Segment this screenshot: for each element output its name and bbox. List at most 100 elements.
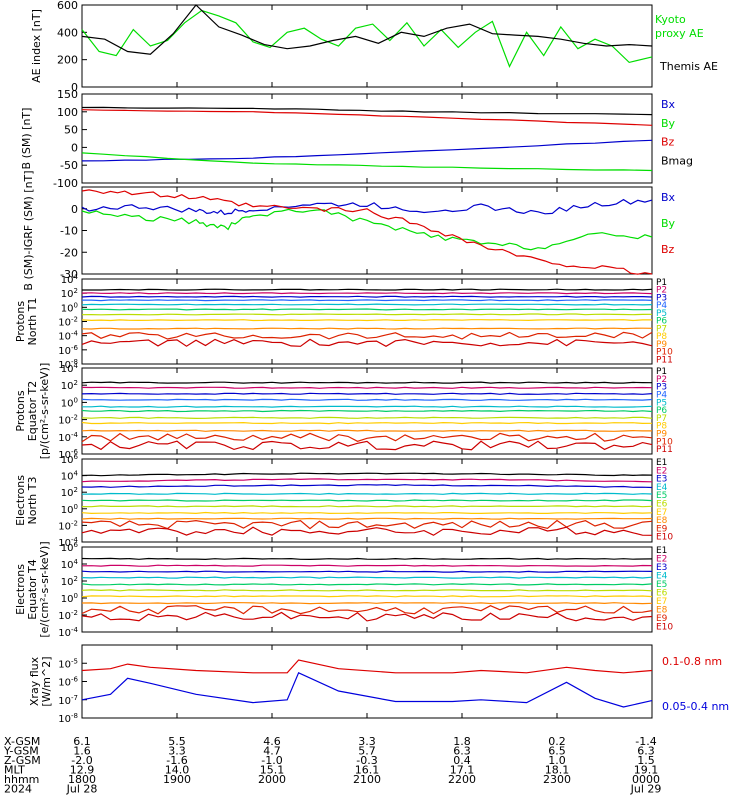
flux-line-e6-6	[81, 589, 653, 592]
orbit-value: 14.0	[165, 764, 190, 777]
orbit-value: 6.5	[548, 745, 566, 758]
y-tick-label-xray: 10-7	[58, 694, 78, 707]
flux-line-e5-5	[81, 499, 653, 502]
xray-line-0	[81, 659, 653, 674]
flux-line-p9-3	[81, 327, 653, 330]
panel-frame-1	[81, 4, 653, 88]
orbit-row-label: MLT	[4, 764, 25, 777]
flux-line-e1-6	[81, 557, 653, 561]
series-line-bmag-1	[81, 106, 653, 116]
legend-p1-3: P1	[656, 278, 667, 288]
series-line-bz-1	[81, 109, 653, 126]
flux-line-p10-4	[81, 432, 653, 443]
orbit-value: 6.3	[453, 745, 471, 758]
y-tick-label-flux6: 104	[61, 558, 79, 571]
flux-line-p1-3	[82, 288, 653, 291]
orbit-value: 3.3	[358, 735, 376, 748]
y-axis-label-flux6: Electrons	[14, 564, 27, 615]
legend-p4-3: P4	[656, 301, 667, 311]
y-tick-label-flux6: 100	[61, 592, 78, 605]
y-axis-label-xray: Xray flux	[28, 656, 41, 706]
orbit-row-label: 2024	[4, 783, 32, 796]
y-axis-label-flux3: Protons	[14, 301, 27, 342]
legend-bz-2: Bz	[661, 243, 675, 256]
orbit-value: 3.3	[168, 745, 186, 758]
flux-line-p8-4	[81, 421, 653, 425]
flux-line-e9-6	[81, 605, 653, 615]
y-tick-label-b2: 0	[71, 203, 78, 216]
orbit-value: 4.6	[263, 735, 281, 748]
y-tick-label-xray: 10-5	[58, 657, 78, 670]
orbit-row-label: Y-GSM	[3, 745, 39, 758]
orbit-value: 19.1	[634, 764, 659, 777]
legend-p8-3: P8	[656, 332, 667, 342]
flux-line-e7-6	[81, 595, 653, 598]
series-line-by-1	[81, 152, 653, 172]
y-tick-label-xray: 10-8	[58, 712, 78, 725]
y-tick-label-ae: 600	[57, 0, 78, 12]
y-tick-label-xray: 10-6	[58, 676, 78, 689]
y-tick-label-flux6: 106	[61, 541, 79, 554]
y-tick-label-flux3: 10-4	[58, 330, 78, 343]
flux-line-p6-4	[81, 409, 653, 413]
legend-e1-5: E1	[656, 458, 667, 468]
flux-line-e7-5	[81, 511, 653, 515]
legend-p6-3: P6	[656, 317, 667, 327]
orbit-value: 5.7	[358, 745, 376, 758]
flux-line-p9-4	[81, 429, 652, 432]
orbit-row-label: Z-GSM	[4, 754, 41, 767]
y-tick-label-flux5: 106	[61, 453, 79, 466]
y-tick-label-flux5: 100	[61, 503, 78, 516]
legend-e6-5: E6	[656, 500, 668, 510]
flux-line-e10-5	[81, 526, 653, 536]
legend-e4-6: E4	[656, 572, 668, 582]
legend-p5-4: P5	[656, 398, 667, 408]
y-tick-label-flux5: 10-2	[58, 519, 78, 532]
flux-line-p1-4	[81, 381, 653, 384]
y-axis-label-flux4: Equator T2	[26, 381, 39, 441]
series-line-bx-2	[81, 198, 653, 216]
orbit-value: 2300	[543, 773, 571, 786]
orbit-value: 2100	[353, 773, 381, 786]
legend-bx-1: Bx	[661, 98, 676, 111]
y-axis-label-flux4: Protons	[14, 390, 27, 431]
orbit-value: 0000	[632, 773, 660, 786]
orbit-value: 5.5	[168, 735, 186, 748]
legend-by-1: By	[661, 117, 676, 130]
orbit-value: 16.1	[355, 764, 380, 777]
panel-frame-8	[81, 644, 653, 719]
legend-e10-5: E10	[656, 533, 673, 543]
legend-e3-6: E3	[656, 563, 667, 573]
legend-bz-1: Bz	[661, 136, 675, 149]
legend-p9-4: P9	[656, 430, 667, 440]
series-line-bz-2	[81, 189, 653, 275]
y-tick-label-flux4: 102	[61, 379, 78, 392]
flux-line-e4-6	[81, 576, 653, 579]
orbit-value: Jul 29	[630, 783, 662, 796]
series-line-by-2	[81, 208, 653, 251]
flux-line-e1-5	[81, 472, 653, 477]
orbit-value: 1.8	[453, 735, 471, 748]
y-tick-label-flux3: 10-2	[58, 316, 78, 329]
y-axis-label-b1: B (SM) [nT]	[20, 108, 33, 170]
legend-e2-5: E2	[656, 466, 667, 476]
orbit-value: 0.2	[548, 735, 566, 748]
y-axis-label-flux6: Equator T4	[26, 559, 39, 619]
y-tick-label-b1: -100	[53, 177, 78, 190]
flux-line-p7-4	[81, 416, 653, 420]
orbit-value: -1.0	[261, 754, 282, 767]
y-axis-label-flux4: [p/(cm²-s-sr-keV)]	[38, 363, 51, 460]
panel-frame-3	[81, 186, 653, 275]
legend-p2-3: P2	[656, 286, 667, 296]
orbit-row-label: hhmm	[4, 773, 39, 786]
orbit-value: 6.3	[637, 745, 655, 758]
legend-p3-4: P3	[656, 383, 667, 393]
legend-p1-4: P1	[656, 367, 667, 377]
flux-line-p8-3	[81, 319, 652, 322]
legend-xray-1: 0.05-0.4 nm	[662, 700, 729, 713]
legend-e10-6: E10	[656, 623, 673, 633]
y-tick-label-b1: 0	[71, 141, 78, 154]
flux-line-e4-5	[81, 492, 653, 495]
orbit-value: 1.5	[637, 754, 655, 767]
orbit-value: 1.6	[73, 745, 91, 758]
